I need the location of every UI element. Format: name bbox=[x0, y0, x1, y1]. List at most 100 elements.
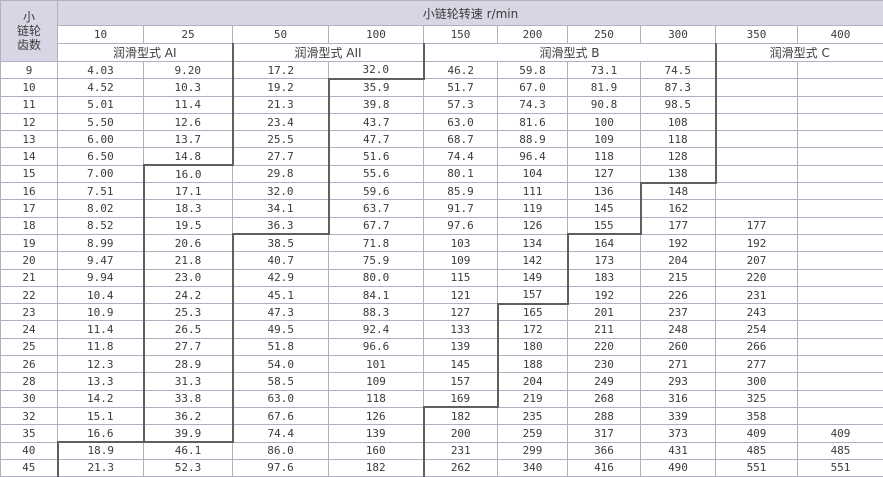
value-cell: 74.4 bbox=[424, 148, 498, 165]
value-cell: 237 bbox=[641, 304, 716, 321]
value-cell bbox=[798, 234, 883, 251]
value-cell: 35.9 bbox=[329, 79, 424, 96]
value-cell bbox=[716, 200, 798, 217]
value-cell: 215 bbox=[641, 269, 716, 286]
teeth-count-header: 小 链轮 齿数 bbox=[1, 1, 58, 62]
value-cell: 8.52 bbox=[58, 217, 144, 234]
value-cell bbox=[716, 96, 798, 113]
value-cell: 416 bbox=[568, 459, 641, 476]
value-cell: 142 bbox=[498, 252, 568, 269]
value-cell: 119 bbox=[498, 200, 568, 217]
value-cell: 177 bbox=[641, 217, 716, 234]
value-cell: 366 bbox=[568, 442, 641, 459]
value-cell: 101 bbox=[329, 356, 424, 373]
value-cell: 4.52 bbox=[58, 79, 144, 96]
value-cell: 104 bbox=[498, 165, 568, 182]
value-cell: 67.7 bbox=[329, 217, 424, 234]
value-cell: 81.6 bbox=[498, 113, 568, 130]
value-cell: 17.1 bbox=[144, 183, 233, 200]
value-cell: 260 bbox=[641, 338, 716, 355]
value-cell: 201 bbox=[568, 304, 641, 321]
teeth-count-cell: 21 bbox=[1, 269, 58, 286]
value-cell bbox=[798, 148, 883, 165]
value-cell: 148 bbox=[641, 183, 716, 200]
value-cell: 155 bbox=[568, 217, 641, 234]
value-cell: 96.6 bbox=[329, 338, 424, 355]
value-cell: 46.2 bbox=[424, 62, 498, 79]
value-cell: 29.8 bbox=[233, 165, 329, 182]
value-cell: 431 bbox=[641, 442, 716, 459]
value-cell: 188 bbox=[498, 356, 568, 373]
value-cell: 115 bbox=[424, 269, 498, 286]
teeth-count-cell: 18 bbox=[1, 217, 58, 234]
value-cell: 19.5 bbox=[144, 217, 233, 234]
teeth-header-line3: 齿数 bbox=[1, 38, 57, 52]
value-cell: 165 bbox=[498, 304, 568, 321]
value-cell: 108 bbox=[641, 113, 716, 130]
value-cell: 121 bbox=[424, 286, 498, 303]
speed-header-cell: 300 bbox=[641, 26, 716, 44]
value-cell: 248 bbox=[641, 321, 716, 338]
value-cell: 63.0 bbox=[233, 390, 329, 407]
value-cell: 133 bbox=[424, 321, 498, 338]
value-cell: 138 bbox=[641, 165, 716, 182]
value-cell: 80.0 bbox=[329, 269, 424, 286]
value-cell: 118 bbox=[329, 390, 424, 407]
value-cell bbox=[798, 62, 883, 79]
value-cell: 23.4 bbox=[233, 113, 329, 130]
value-cell: 11.4 bbox=[58, 321, 144, 338]
value-cell: 47.3 bbox=[233, 304, 329, 321]
value-cell: 11.8 bbox=[58, 338, 144, 355]
value-cell: 33.8 bbox=[144, 390, 233, 407]
value-cell: 211 bbox=[568, 321, 641, 338]
value-cell: 230 bbox=[568, 356, 641, 373]
value-cell: 262 bbox=[424, 459, 498, 476]
value-cell: 88.9 bbox=[498, 131, 568, 148]
value-cell: 177 bbox=[716, 217, 798, 234]
value-cell: 288 bbox=[568, 407, 641, 424]
value-cell: 109 bbox=[424, 252, 498, 269]
value-cell: 81.9 bbox=[568, 79, 641, 96]
value-cell bbox=[716, 165, 798, 182]
value-cell: 220 bbox=[716, 269, 798, 286]
value-cell: 23.0 bbox=[144, 269, 233, 286]
value-cell: 63.0 bbox=[424, 113, 498, 130]
value-cell: 84.1 bbox=[329, 286, 424, 303]
value-cell: 14.2 bbox=[58, 390, 144, 407]
value-cell bbox=[798, 131, 883, 148]
value-cell: 12.3 bbox=[58, 356, 144, 373]
value-cell: 220 bbox=[568, 338, 641, 355]
value-cell: 87.3 bbox=[641, 79, 716, 96]
value-cell: 231 bbox=[424, 442, 498, 459]
teeth-header-line2: 链轮 bbox=[1, 24, 57, 38]
value-cell: 52.3 bbox=[144, 459, 233, 476]
value-cell: 12.6 bbox=[144, 113, 233, 130]
value-cell: 9.20 bbox=[144, 62, 233, 79]
teeth-count-cell: 45 bbox=[1, 459, 58, 476]
value-cell: 18.9 bbox=[58, 442, 144, 459]
value-cell: 7.51 bbox=[58, 183, 144, 200]
value-cell: 16.0 bbox=[144, 165, 233, 182]
teeth-count-cell: 25 bbox=[1, 338, 58, 355]
value-cell: 490 bbox=[641, 459, 716, 476]
value-cell bbox=[716, 62, 798, 79]
value-cell: 109 bbox=[568, 131, 641, 148]
teeth-count-cell: 22 bbox=[1, 286, 58, 303]
value-cell: 173 bbox=[568, 252, 641, 269]
value-cell: 86.0 bbox=[233, 442, 329, 459]
value-cell: 8.02 bbox=[58, 200, 144, 217]
speed-title: 小链轮转速 r/min bbox=[58, 1, 883, 26]
value-cell: 249 bbox=[568, 373, 641, 390]
value-cell: 14.8 bbox=[144, 148, 233, 165]
teeth-count-cell: 28 bbox=[1, 373, 58, 390]
value-cell: 200 bbox=[424, 425, 498, 442]
